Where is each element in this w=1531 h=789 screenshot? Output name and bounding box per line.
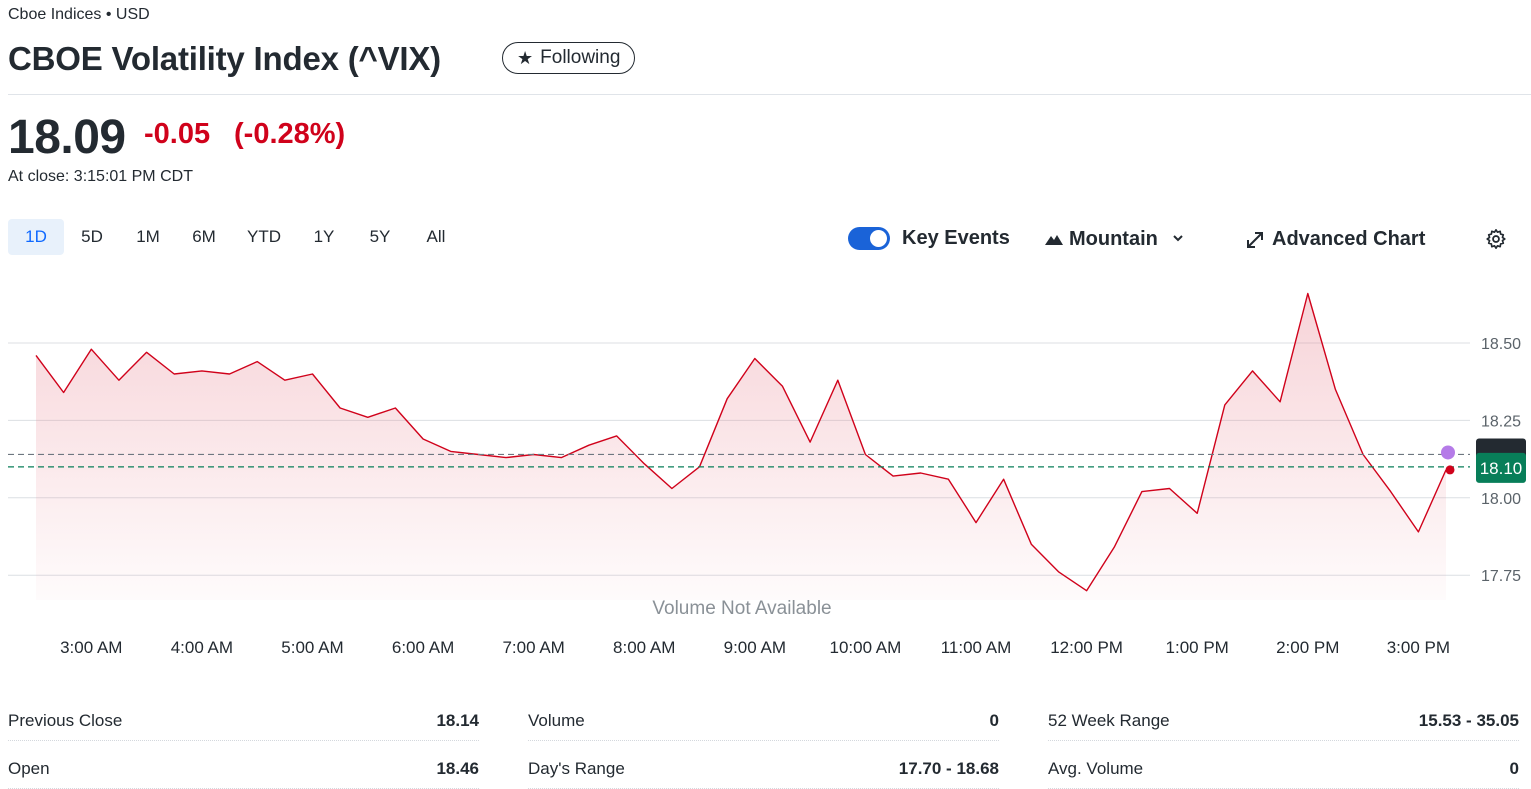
tab-6m[interactable]: 6M xyxy=(192,227,216,246)
stat-value: 17.70 - 18.68 xyxy=(898,759,999,778)
x-tick-label: 1:00 PM xyxy=(1166,638,1229,657)
y-tick-label: 17.75 xyxy=(1481,568,1521,585)
x-tick-label: 11:00 AM xyxy=(941,638,1012,657)
expand-icon xyxy=(1247,232,1263,248)
stat-value: 18.14 xyxy=(436,711,479,730)
stat-label: 52 Week Range xyxy=(1048,711,1170,730)
stat-value: 0 xyxy=(1509,759,1519,778)
x-tick-label: 4:00 AM xyxy=(171,638,233,657)
advanced-chart-button[interactable]: Advanced Chart xyxy=(1272,228,1426,250)
following-label: Following xyxy=(540,47,621,68)
star-icon: ★ xyxy=(517,48,534,68)
stat-open: Open 18.46 xyxy=(8,748,479,789)
gear-icon[interactable] xyxy=(1485,228,1507,250)
price-line xyxy=(35,292,1447,592)
mountain-icon xyxy=(1045,235,1063,245)
x-tick-label: 10:00 AM xyxy=(829,638,901,657)
current-price-badge-label: 18.10 xyxy=(1480,459,1523,478)
volume-note: Volume Not Available xyxy=(652,598,831,619)
x-tick-label: 9:00 AM xyxy=(724,638,786,657)
toggle-knob xyxy=(870,230,887,247)
price-chart[interactable]: 18.50 18.25 18.00 17.75 18.10 Volume Not Avai… xyxy=(0,270,1531,670)
header-divider xyxy=(8,94,1531,95)
x-tick-label: 5:00 AM xyxy=(281,638,343,657)
stat-label: Open xyxy=(8,759,50,778)
range-tabs: 1D 5D 1M 6M YTD 1Y 5Y All xyxy=(8,219,464,255)
y-tick-label: 18.25 xyxy=(1481,413,1521,430)
price-change: -0.05 xyxy=(144,118,211,150)
price-area xyxy=(36,293,1446,600)
last-price-dot xyxy=(1445,465,1455,475)
stat-value: 15.53 - 35.05 xyxy=(1418,711,1519,730)
tab-1y[interactable]: 1Y xyxy=(313,227,335,246)
x-tick-label: 3:00 PM xyxy=(1387,638,1450,657)
key-events-toggle[interactable] xyxy=(848,227,890,250)
stat-value: 18.46 xyxy=(436,759,479,778)
tab-all[interactable]: All xyxy=(426,227,446,246)
key-event-dot[interactable] xyxy=(1441,445,1455,460)
x-tick-label: 2:00 PM xyxy=(1276,638,1339,657)
chart-type-label[interactable]: Mountain xyxy=(1069,228,1158,250)
tab-ytd[interactable]: YTD xyxy=(247,227,281,246)
x-tick-label: 8:00 AM xyxy=(613,638,675,657)
key-events-label[interactable]: Key Events xyxy=(902,227,1010,249)
stat-days-range: Day's Range 17.70 - 18.68 xyxy=(528,748,999,789)
stat-label: Avg. Volume xyxy=(1048,759,1144,778)
chevron-down-icon[interactable] xyxy=(1170,230,1186,246)
y-tick-label: 18.50 xyxy=(1481,336,1521,353)
stat-avg-volume: Avg. Volume 0 xyxy=(1048,748,1519,789)
stat-value: 0 xyxy=(989,711,999,730)
page-title: CBOE Volatility Index (^VIX) xyxy=(8,40,441,77)
market-close-time: At close: 3:15:01 PM CDT xyxy=(8,168,193,185)
x-tick-label: 7:00 AM xyxy=(502,638,564,657)
x-tick-label: 12:00 PM xyxy=(1050,638,1123,657)
y-tick-label: 18.00 xyxy=(1481,491,1521,508)
current-price: 18.09 xyxy=(8,111,126,164)
x-tick-label: 6:00 AM xyxy=(392,638,454,657)
stat-label: Volume xyxy=(528,711,585,730)
following-button[interactable]: ★ Following xyxy=(502,42,636,74)
stat-label: Previous Close xyxy=(8,711,123,730)
stat-volume: Volume 0 xyxy=(528,700,999,741)
price-change-percent: (-0.28%) xyxy=(234,118,346,150)
tab-5y[interactable]: 5Y xyxy=(369,227,391,246)
stat-52-week-range: 52 Week Range 15.53 - 35.05 xyxy=(1048,700,1519,741)
tab-1d[interactable]: 1D xyxy=(8,219,64,255)
tab-5d[interactable]: 5D xyxy=(81,227,103,246)
stat-label: Day's Range xyxy=(528,759,625,778)
stat-previous-close: Previous Close 18.14 xyxy=(8,700,479,741)
tab-1m[interactable]: 1M xyxy=(136,227,160,246)
x-tick-label: 3:00 AM xyxy=(60,638,122,657)
exchange-label: Cboe Indices • USD xyxy=(8,6,150,23)
current-price-badge xyxy=(1476,452,1526,483)
